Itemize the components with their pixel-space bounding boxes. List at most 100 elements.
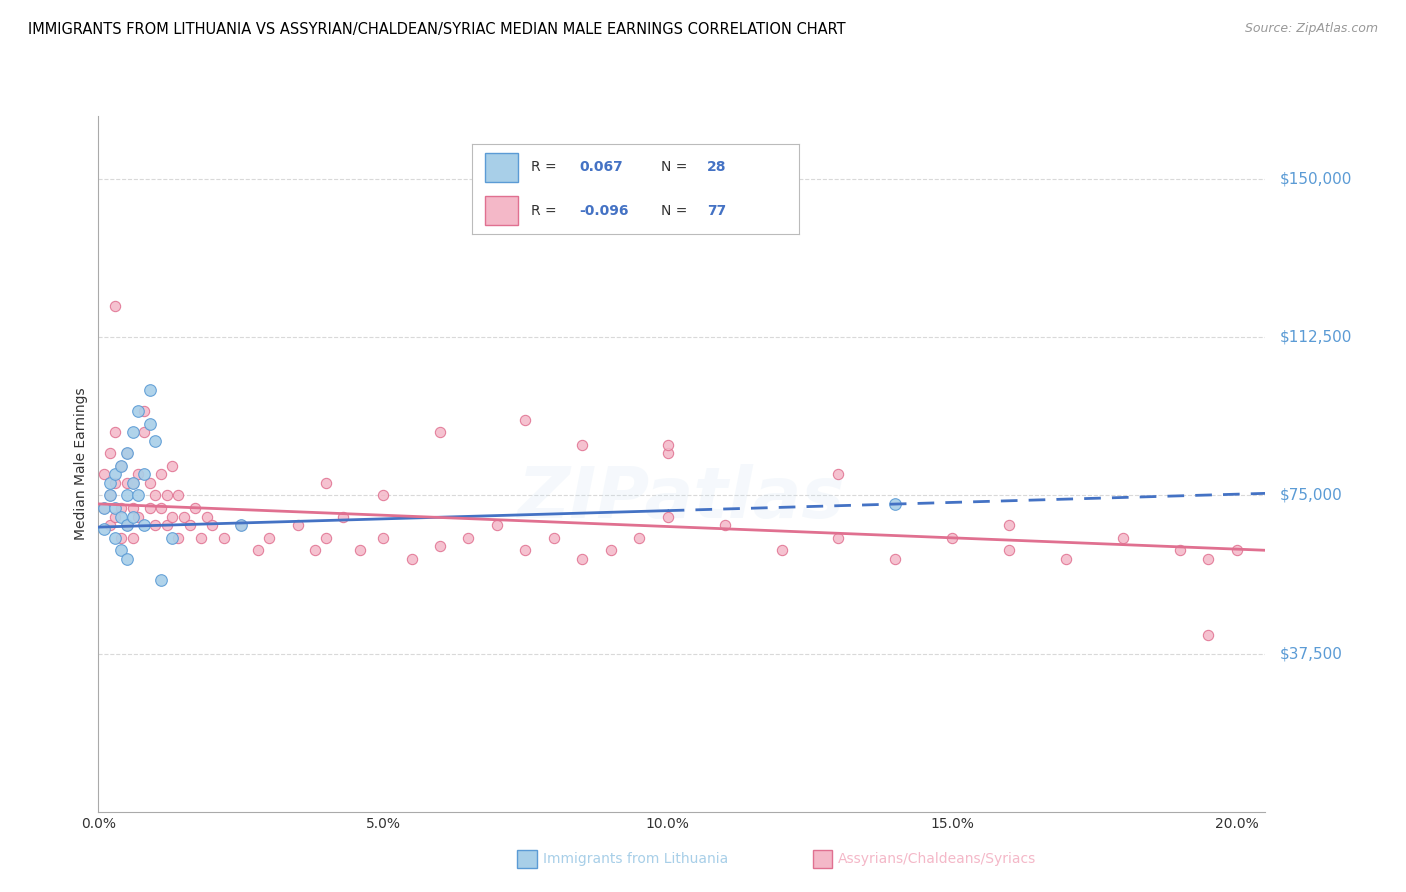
Point — [110, 501, 132, 516]
Point — [150, 573, 173, 587]
Point — [93, 467, 115, 482]
Point — [115, 446, 138, 460]
Point — [332, 509, 354, 524]
Point — [628, 531, 651, 545]
Point — [184, 501, 207, 516]
Y-axis label: Median Male Earnings: Median Male Earnings — [75, 387, 89, 541]
Point — [143, 434, 166, 448]
Point — [179, 518, 201, 533]
Point — [1198, 627, 1220, 641]
Point — [156, 518, 179, 533]
Point — [132, 425, 155, 440]
Text: Assyrians/Chaldeans/Syriacs: Assyrians/Chaldeans/Syriacs — [838, 852, 1036, 866]
Point — [121, 475, 143, 490]
Point — [127, 404, 149, 418]
Text: $75,000: $75,000 — [1279, 488, 1343, 503]
Point — [457, 531, 479, 545]
Point — [212, 531, 235, 545]
Point — [371, 531, 394, 545]
Point — [121, 501, 143, 516]
Point — [132, 518, 155, 533]
Point — [229, 518, 252, 533]
Point — [657, 446, 679, 460]
Point — [599, 543, 621, 558]
Point — [229, 518, 252, 533]
Point — [98, 488, 121, 502]
Text: $150,000: $150,000 — [1279, 172, 1351, 186]
Point — [257, 531, 280, 545]
Point — [827, 467, 849, 482]
Point — [162, 458, 184, 473]
Point — [104, 531, 127, 545]
Point — [371, 488, 394, 502]
Point — [121, 425, 143, 440]
Point — [173, 509, 195, 524]
Point — [998, 518, 1021, 533]
Point — [104, 501, 127, 516]
Point — [201, 518, 224, 533]
Point — [115, 518, 138, 533]
Point — [93, 522, 115, 536]
Point — [115, 551, 138, 566]
Point — [429, 539, 451, 553]
Point — [1168, 543, 1191, 558]
Point — [110, 509, 132, 524]
Point — [138, 475, 160, 490]
Point — [1112, 531, 1135, 545]
Point — [167, 488, 190, 502]
Point — [401, 551, 423, 566]
Point — [104, 467, 127, 482]
Text: $37,500: $37,500 — [1279, 646, 1343, 661]
Point — [98, 475, 121, 490]
Point — [127, 488, 149, 502]
Point — [132, 467, 155, 482]
Point — [138, 417, 160, 431]
Point — [657, 438, 679, 452]
Point — [1226, 543, 1249, 558]
Point — [115, 488, 138, 502]
Point — [156, 488, 179, 502]
Point — [162, 531, 184, 545]
Point — [93, 501, 115, 516]
Text: IMMIGRANTS FROM LITHUANIA VS ASSYRIAN/CHALDEAN/SYRIAC MEDIAN MALE EARNINGS CORRE: IMMIGRANTS FROM LITHUANIA VS ASSYRIAN/CH… — [28, 22, 846, 37]
Point — [104, 475, 127, 490]
Point — [127, 467, 149, 482]
Point — [429, 425, 451, 440]
Point — [132, 404, 155, 418]
Point — [98, 488, 121, 502]
Point — [110, 458, 132, 473]
Point — [143, 518, 166, 533]
Point — [93, 501, 115, 516]
Point — [246, 543, 269, 558]
Point — [167, 531, 190, 545]
Point — [998, 543, 1021, 558]
Point — [657, 509, 679, 524]
Text: Source: ZipAtlas.com: Source: ZipAtlas.com — [1244, 22, 1378, 36]
Point — [770, 543, 793, 558]
Point — [571, 551, 593, 566]
Point — [150, 467, 173, 482]
Point — [1054, 551, 1077, 566]
Point — [104, 425, 127, 440]
Point — [515, 543, 537, 558]
Point — [138, 501, 160, 516]
Point — [827, 531, 849, 545]
Point — [98, 446, 121, 460]
Point — [1198, 551, 1220, 566]
Point — [315, 531, 337, 545]
Point — [150, 501, 173, 516]
Point — [115, 446, 138, 460]
Point — [349, 543, 371, 558]
Point — [121, 475, 143, 490]
Point — [110, 531, 132, 545]
Point — [941, 531, 963, 545]
Point — [98, 518, 121, 533]
Point — [287, 518, 309, 533]
Point — [304, 543, 326, 558]
Point — [143, 488, 166, 502]
Text: ZIPatlas: ZIPatlas — [519, 464, 845, 533]
Point — [127, 509, 149, 524]
Point — [104, 299, 127, 313]
Point — [110, 543, 132, 558]
Point — [571, 438, 593, 452]
